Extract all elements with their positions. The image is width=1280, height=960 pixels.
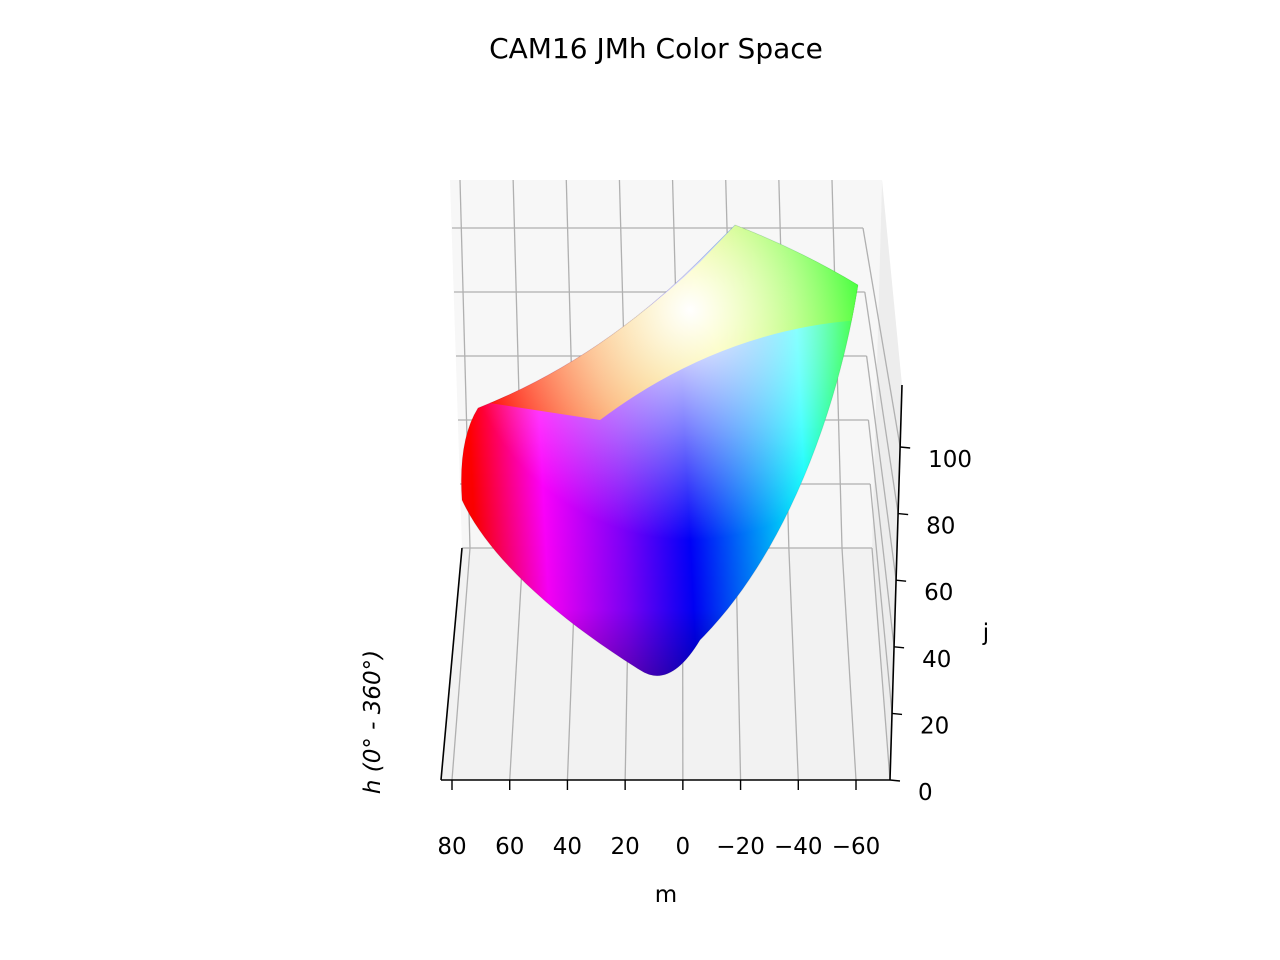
j-tick-mark — [900, 446, 911, 449]
m-tick-label: 0 — [676, 834, 691, 860]
gridline-j-side — [862, 227, 901, 448]
j-tick-mark — [891, 712, 903, 716]
gridline-j-side — [867, 419, 895, 647]
m-axis-ticks: 80 60 40 20 0 −20 −40 −60 — [437, 780, 880, 860]
h-axis-line — [440, 547, 463, 781]
j-axis-line — [889, 384, 903, 781]
j-tick-mark — [889, 779, 901, 782]
gridline-m — [788, 547, 799, 781]
gridline-m — [509, 547, 524, 781]
m-tick-label: 60 — [495, 834, 524, 860]
j-tick-mark — [896, 579, 907, 582]
m-tick-label: 80 — [437, 834, 466, 860]
m-tick-label: 20 — [611, 834, 640, 860]
j-tick-label: 20 — [920, 713, 949, 739]
j-tick-label: 100 — [928, 447, 972, 473]
gridline-j-side — [869, 483, 893, 714]
m-tick-label: 40 — [553, 834, 582, 860]
j-tick-mark — [898, 512, 909, 516]
gridline-j-side — [864, 291, 899, 514]
j-tick-label: 80 — [926, 514, 955, 540]
j-tick-label: 0 — [918, 780, 933, 806]
gridline-m — [451, 547, 471, 781]
x-axis-label: m — [655, 882, 677, 908]
chart-title: CAM16 JMh Color Space — [489, 32, 823, 65]
gridline-j-side — [865, 355, 897, 581]
z-axis-label: j — [982, 620, 989, 646]
j-tick-mark — [893, 646, 905, 649]
gridline-m — [841, 547, 857, 781]
m-tick-label: −40 — [774, 834, 823, 860]
m-tick-label: −20 — [716, 834, 765, 860]
j-axis-ticks: 0 20 40 60 80 100 — [889, 446, 972, 806]
gridline-j-side — [871, 547, 891, 781]
surface-outline — [460, 224, 859, 677]
j-tick-label: 60 — [924, 580, 953, 606]
m-tick-label: −60 — [832, 834, 881, 860]
j-tick-label: 40 — [922, 647, 951, 673]
y-axis-label: h (0° - 360°) — [360, 650, 386, 794]
